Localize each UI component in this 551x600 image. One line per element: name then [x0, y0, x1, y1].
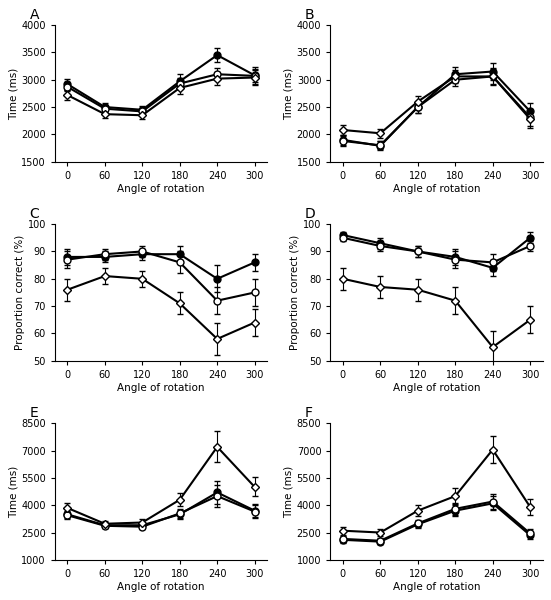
X-axis label: Angle of rotation: Angle of rotation	[117, 581, 205, 592]
Y-axis label: Time (ms): Time (ms)	[284, 466, 294, 518]
Text: E: E	[29, 406, 38, 421]
X-axis label: Angle of rotation: Angle of rotation	[393, 184, 480, 194]
X-axis label: Angle of rotation: Angle of rotation	[393, 383, 480, 392]
X-axis label: Angle of rotation: Angle of rotation	[117, 383, 205, 392]
Text: A: A	[29, 8, 39, 22]
Y-axis label: Time (ms): Time (ms)	[8, 466, 18, 518]
X-axis label: Angle of rotation: Angle of rotation	[393, 581, 480, 592]
Text: B: B	[305, 8, 315, 22]
Text: C: C	[29, 208, 39, 221]
X-axis label: Angle of rotation: Angle of rotation	[117, 184, 205, 194]
Y-axis label: Proportion correct (%): Proportion correct (%)	[290, 235, 300, 350]
Text: D: D	[305, 208, 316, 221]
Text: F: F	[305, 406, 313, 421]
Y-axis label: Time (ms): Time (ms)	[284, 67, 294, 119]
Y-axis label: Time (ms): Time (ms)	[8, 67, 18, 119]
Y-axis label: Proportion correct (%): Proportion correct (%)	[15, 235, 25, 350]
